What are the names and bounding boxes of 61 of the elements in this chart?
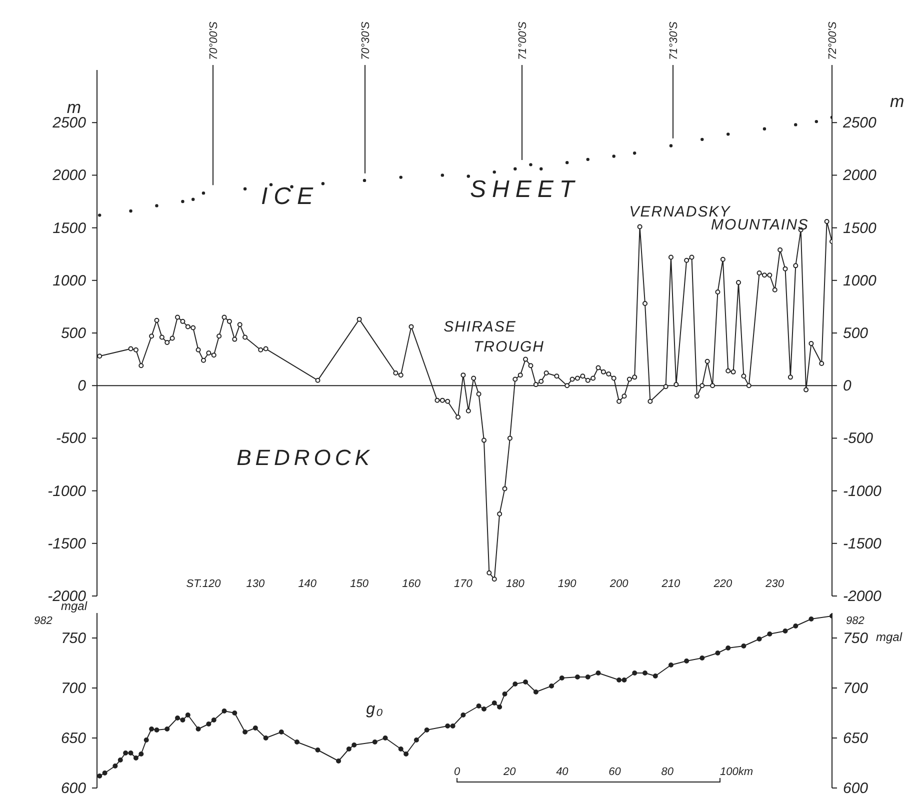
text: 70°30'S bbox=[360, 21, 372, 60]
y2-tick-label: -1500 bbox=[843, 535, 882, 552]
x-tick-label: 210 bbox=[660, 578, 682, 590]
text: 70°00'S bbox=[208, 21, 220, 60]
y-tick-label: 2500 bbox=[52, 114, 87, 132]
x-tick-label: 180 bbox=[506, 578, 526, 590]
x-tick-label: 130 bbox=[246, 578, 266, 590]
y2-tick-label: 650 bbox=[843, 730, 869, 747]
annotation: 20 bbox=[502, 766, 517, 778]
annotation: TROUGH bbox=[474, 338, 544, 356]
y2-tick-label: 500 bbox=[843, 325, 869, 342]
y-tick-label: 700 bbox=[60, 680, 87, 697]
y2-tick-label: -500 bbox=[843, 430, 874, 448]
y2-tick-label: 2500 bbox=[842, 114, 878, 132]
y2-tick-label: 700 bbox=[843, 680, 869, 697]
y-tick-label: -500 bbox=[56, 430, 87, 448]
x-tick-label: 230 bbox=[764, 578, 785, 590]
annotation: 100km bbox=[720, 766, 754, 778]
y2-tick-label: 1500 bbox=[843, 220, 878, 237]
annotation: 0 bbox=[454, 766, 461, 778]
y-tick-label: 750 bbox=[60, 630, 87, 647]
y-tick-label: 1000 bbox=[52, 272, 87, 290]
y2-tick-label: 0 bbox=[843, 378, 852, 395]
y2-tick-label: 600 bbox=[843, 780, 869, 797]
annotation: SHEET bbox=[470, 176, 580, 204]
y2-tick-label: -2000 bbox=[843, 588, 882, 605]
x-tick-label: 140 bbox=[298, 578, 318, 590]
y-tick-label: 600 bbox=[60, 780, 87, 797]
annotation: g₀ bbox=[366, 701, 384, 719]
x-tick-label: ST.120 bbox=[186, 578, 222, 590]
x-tick-label: 170 bbox=[454, 578, 474, 590]
x-tick-label: 150 bbox=[350, 578, 370, 590]
y-tick-label: -1000 bbox=[48, 482, 87, 500]
y-tick-label: 1500 bbox=[52, 220, 87, 237]
annotation: 60 bbox=[608, 766, 622, 778]
y-tick-label: 500 bbox=[60, 325, 87, 342]
y2-tick-label: 2000 bbox=[842, 167, 878, 184]
annotation: SHIRASE bbox=[444, 318, 516, 336]
x-tick-label: 160 bbox=[402, 578, 422, 590]
text: 982 bbox=[846, 615, 864, 627]
text: 72°00'S bbox=[827, 21, 839, 60]
annotation: 40 bbox=[556, 766, 570, 778]
y-tick-label: 650 bbox=[60, 730, 87, 747]
x-tick-label: 200 bbox=[608, 578, 630, 590]
y-tick-label: 2000 bbox=[52, 167, 87, 184]
text: 982 bbox=[34, 615, 52, 627]
text: 71°30'S bbox=[668, 21, 680, 60]
y-tick-label: -1500 bbox=[48, 535, 87, 552]
x-tick-label: 190 bbox=[558, 578, 578, 590]
y-tick-label: 0 bbox=[78, 378, 87, 395]
y2-axis-title: m bbox=[890, 92, 904, 112]
y2-tick-label: 750 bbox=[843, 630, 869, 647]
y2-tick-label: -1000 bbox=[843, 482, 882, 500]
text: 71°00'S bbox=[517, 21, 529, 60]
annotation: BEDROCK bbox=[236, 445, 374, 471]
y2-tick-label: 1000 bbox=[843, 272, 878, 290]
annotation: ICE bbox=[260, 183, 320, 211]
annotation: 80 bbox=[661, 766, 674, 778]
y-axis-title: m bbox=[66, 98, 81, 117]
y2-axis-title: mgal bbox=[876, 630, 902, 644]
x-tick-label: 220 bbox=[712, 578, 733, 590]
